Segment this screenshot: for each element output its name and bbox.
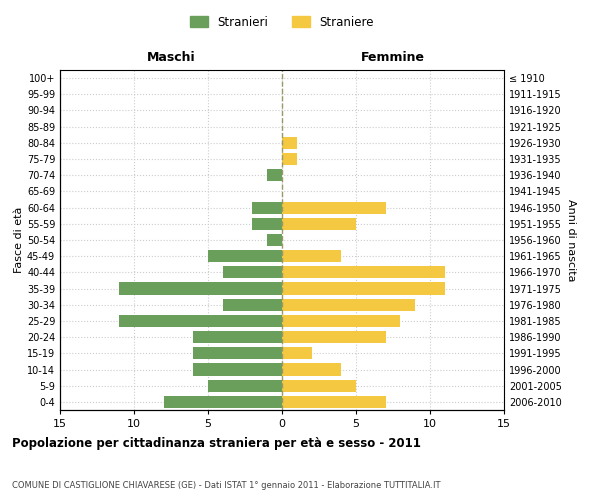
Bar <box>193 348 282 360</box>
Bar <box>282 380 356 392</box>
Bar <box>282 298 415 311</box>
Bar <box>208 380 282 392</box>
Bar <box>282 364 341 376</box>
Bar <box>253 202 282 213</box>
Bar <box>282 282 445 294</box>
Text: Maschi: Maschi <box>146 50 196 64</box>
Bar <box>282 266 445 278</box>
Bar <box>282 137 297 149</box>
Bar <box>223 266 282 278</box>
Bar <box>253 218 282 230</box>
Bar <box>193 331 282 343</box>
Bar <box>282 153 297 165</box>
Bar <box>282 218 356 230</box>
Bar <box>267 234 282 246</box>
Legend: Stranieri, Straniere: Stranieri, Straniere <box>185 11 379 34</box>
Text: Popolazione per cittadinanza straniera per età e sesso - 2011: Popolazione per cittadinanza straniera p… <box>12 437 421 450</box>
Text: Femmine: Femmine <box>361 50 425 64</box>
Text: COMUNE DI CASTIGLIONE CHIAVARESE (GE) - Dati ISTAT 1° gennaio 2011 - Elaborazion: COMUNE DI CASTIGLIONE CHIAVARESE (GE) - … <box>12 481 440 490</box>
Y-axis label: Fasce di età: Fasce di età <box>14 207 24 273</box>
Bar <box>282 250 341 262</box>
Bar <box>282 331 386 343</box>
Bar <box>267 169 282 181</box>
Bar <box>282 348 311 360</box>
Bar <box>282 315 400 327</box>
Bar <box>223 298 282 311</box>
Bar <box>164 396 282 408</box>
Bar <box>282 396 386 408</box>
Bar <box>193 364 282 376</box>
Bar <box>119 282 282 294</box>
Bar <box>119 315 282 327</box>
Bar <box>208 250 282 262</box>
Bar <box>282 202 386 213</box>
Y-axis label: Anni di nascita: Anni di nascita <box>566 198 575 281</box>
